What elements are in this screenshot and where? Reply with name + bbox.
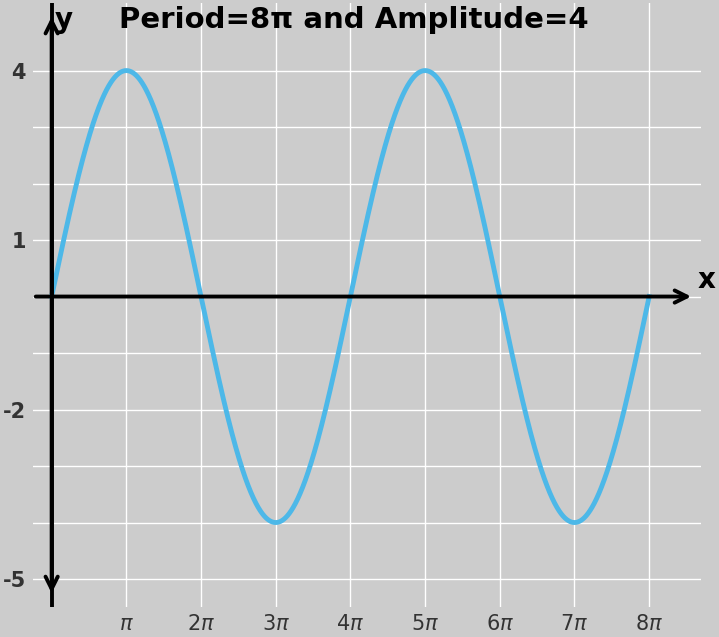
Text: y: y bbox=[55, 6, 73, 34]
Text: x: x bbox=[697, 266, 715, 294]
Text: Period=8π and Amplitude=4: Period=8π and Amplitude=4 bbox=[119, 6, 588, 34]
